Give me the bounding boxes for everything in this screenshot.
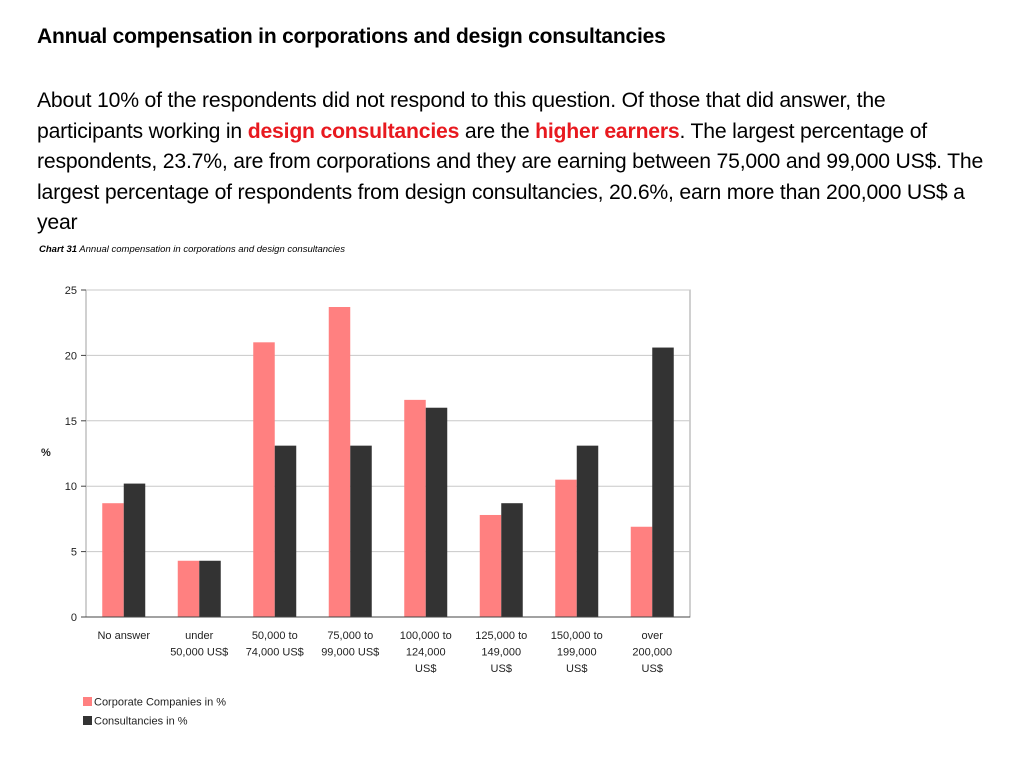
chart-caption-label: Chart 31 bbox=[39, 244, 78, 255]
plot-frame bbox=[85, 289, 691, 618]
x-tick-label-line: 74,000 US$ bbox=[246, 647, 304, 659]
chart-caption: Chart 31 Annual compensation in corporat… bbox=[39, 244, 345, 255]
bar-corporate bbox=[555, 479, 577, 617]
x-tick-label-line: US$ bbox=[415, 663, 436, 675]
x-tick-label-line: 50,000 US$ bbox=[170, 647, 228, 659]
bar-corporate bbox=[479, 514, 502, 617]
x-tick-label: 75,000 to 99,000 US$ bbox=[321, 630, 379, 659]
x-tick-label-line: 200,000 bbox=[632, 647, 672, 659]
y-axis-label: % bbox=[41, 447, 51, 459]
bar-consultancies bbox=[652, 347, 674, 617]
y-tick-label: 5 bbox=[71, 547, 77, 559]
x-tick-label: under 50,000 US$ bbox=[170, 630, 228, 659]
bar-consultancies bbox=[576, 445, 599, 617]
x-tick-label-line: US$ bbox=[491, 663, 512, 675]
bar-corporate bbox=[404, 399, 426, 617]
chart-caption-text: Annual compensation in corporations and … bbox=[77, 244, 345, 255]
legend-label-corporate: Corporate Companies in % bbox=[94, 697, 226, 709]
bar-consultancies bbox=[501, 503, 523, 617]
x-tick-label-line: 124,000 bbox=[406, 647, 446, 659]
x-tick-label: 150,000 to 199,000 US$ bbox=[551, 630, 603, 675]
x-tick-label-line: over bbox=[642, 630, 664, 642]
x-tick-label-line: 199,000 bbox=[557, 647, 597, 659]
y-tick-label: 20 bbox=[65, 350, 77, 362]
x-tick-label: 50,000 to 74,000 US$ bbox=[246, 630, 304, 659]
bar-corporate bbox=[253, 342, 275, 617]
y-tick-label: 15 bbox=[65, 416, 77, 428]
x-tick-label-line: US$ bbox=[642, 663, 663, 675]
paragraph-text-3: . The largest percentage of respondents,… bbox=[37, 119, 984, 235]
x-tick-label-line: 99,000 US$ bbox=[321, 647, 379, 659]
x-tick-label-line: 100,000 to bbox=[400, 630, 452, 642]
y-tick-label: 0 bbox=[71, 612, 77, 624]
legend-swatch-corporate bbox=[83, 697, 92, 706]
legend-swatch-consultancies bbox=[83, 716, 92, 725]
paragraph-text-1: About 10% of the respondents did not res… bbox=[37, 89, 886, 143]
slide-title: Annual compensation in corporations and … bbox=[37, 25, 666, 48]
bar-corporate bbox=[630, 526, 653, 617]
slide-paragraph: About 10% of the respondents did not res… bbox=[37, 86, 987, 239]
bar-consultancies bbox=[123, 483, 146, 617]
y-tick-label: 10 bbox=[65, 481, 77, 493]
bar-consultancies bbox=[350, 445, 372, 617]
paragraph-text-2: are the bbox=[459, 119, 536, 143]
x-tick-label-line: 125,000 to bbox=[475, 630, 527, 642]
x-tick-label-line: 75,000 to bbox=[327, 630, 373, 642]
bar-corporate bbox=[177, 560, 200, 617]
x-tick-label-line: 149,000 bbox=[481, 647, 521, 659]
highlight-higher-earners: higher earners bbox=[535, 119, 680, 143]
x-tick-label: 100,000 to 124,000 US$ bbox=[400, 630, 452, 675]
x-tick-label-line: No answer bbox=[97, 630, 150, 642]
bar-consultancies bbox=[199, 560, 221, 617]
y-tick-label: 25 bbox=[65, 285, 77, 297]
bar-consultancies bbox=[274, 445, 297, 617]
x-tick-label: No answer bbox=[97, 630, 150, 642]
legend-label-consultancies: Consultancies in % bbox=[94, 716, 188, 728]
x-tick-label: over 200,000 US$ bbox=[632, 630, 672, 675]
highlight-design-consultancies: design consultancies bbox=[247, 119, 460, 143]
x-tick-label-line: 150,000 to bbox=[551, 630, 603, 642]
bar-corporate bbox=[328, 307, 351, 617]
x-tick-label-line: under bbox=[185, 630, 213, 642]
bar-corporate bbox=[102, 503, 124, 617]
x-tick-label: 125,000 to 149,000 US$ bbox=[475, 630, 527, 675]
x-tick-label-line: US$ bbox=[566, 663, 587, 675]
bar-consultancies bbox=[425, 407, 448, 617]
x-tick-label-line: 50,000 to bbox=[252, 630, 298, 642]
